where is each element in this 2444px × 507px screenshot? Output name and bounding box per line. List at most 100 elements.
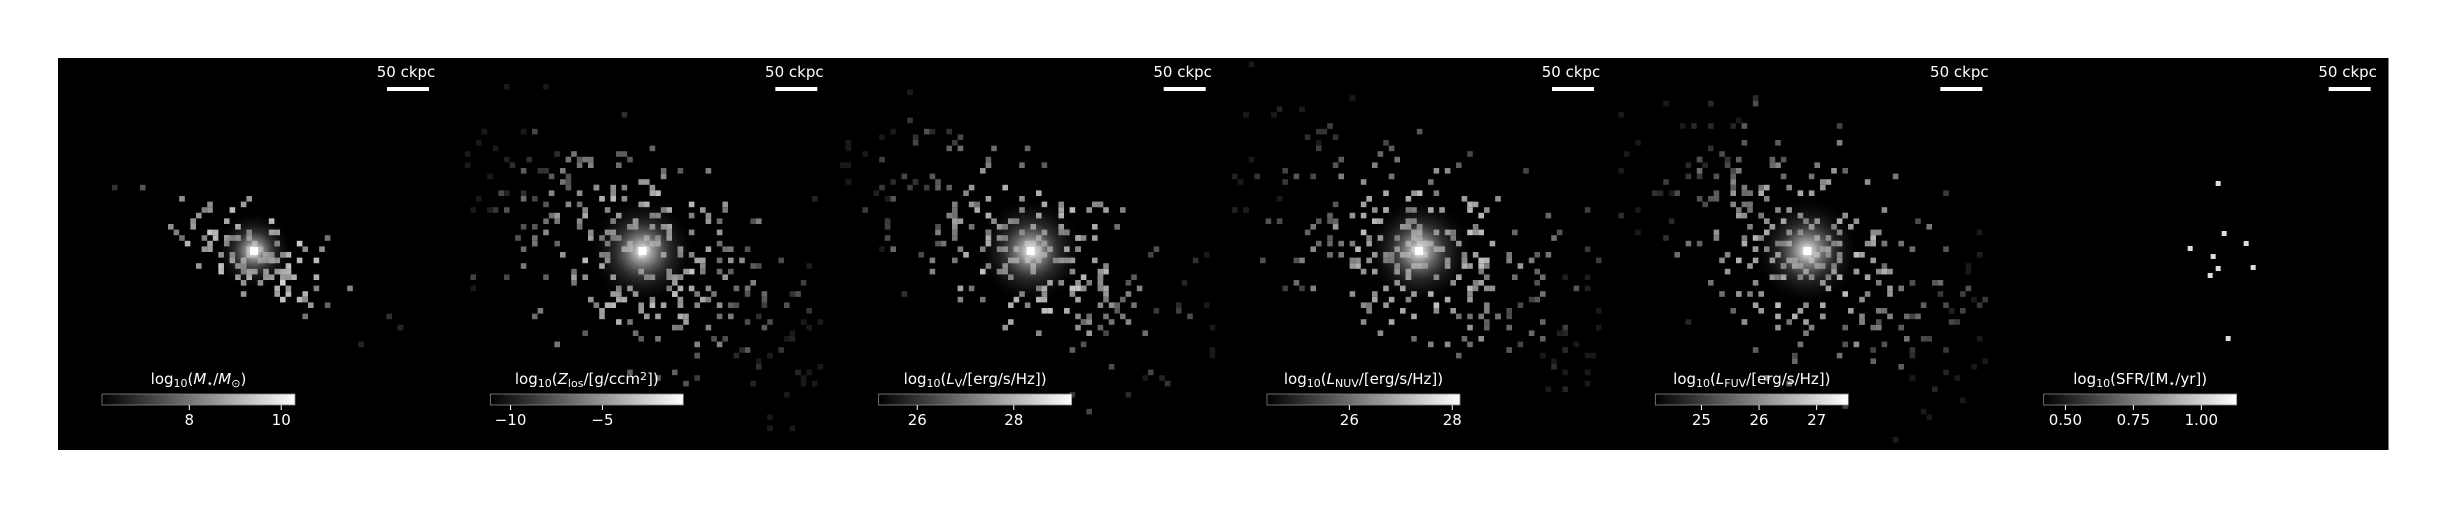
image-pixel	[627, 369, 633, 376]
image-pixel	[1680, 123, 1686, 129]
image-pixel	[1428, 341, 1434, 348]
image-pixel	[1724, 268, 1731, 275]
image-pixel	[526, 156, 532, 163]
image-pixel	[2215, 266, 2221, 271]
image-pixel	[1355, 263, 1361, 269]
image-pixel	[1668, 218, 1675, 224]
image-pixel	[1971, 364, 1977, 370]
image-pixel	[576, 224, 583, 230]
colorbar-label-part: )	[240, 370, 246, 388]
image-pixel	[716, 302, 723, 308]
image-pixel	[520, 168, 527, 174]
image-pixel	[1820, 313, 1826, 320]
colorbar-tick-label: 0.50	[2049, 411, 2082, 429]
image-pixel	[1596, 308, 1602, 314]
image-pixel	[744, 347, 751, 353]
colorbar-label-part: FUV	[1724, 377, 1746, 390]
panel: 50 ckpc log10(LFUV/[erg/s/Hz]) 25 26 27	[1611, 58, 2001, 450]
image-pixel	[705, 218, 712, 224]
image-pixel	[890, 128, 896, 135]
image-pixel	[184, 240, 191, 247]
image-pixel	[1954, 319, 1960, 325]
image-pixel	[1540, 336, 1546, 342]
image-pixel	[784, 336, 790, 342]
image-pixel	[750, 380, 756, 387]
image-pixel	[240, 291, 247, 297]
image-pixel	[1534, 252, 1540, 258]
image-pixel	[1120, 207, 1126, 213]
image-pixel	[845, 179, 852, 185]
image-pixel	[1747, 263, 1753, 269]
image-pixel	[1125, 319, 1132, 325]
image-pixel	[1960, 397, 1966, 404]
image-pixel	[291, 274, 297, 280]
image-pixel	[1478, 313, 1484, 320]
colorbar-label-part: 10	[927, 377, 941, 390]
image-pixel	[722, 246, 728, 252]
image-pixel	[2221, 231, 2227, 236]
image-pixel	[750, 218, 756, 224]
image-pixel	[1299, 106, 1305, 112]
image-pixel	[1349, 212, 1356, 219]
image-pixel	[1411, 190, 1417, 196]
image-pixel	[1909, 375, 1916, 381]
image-pixel	[1540, 319, 1546, 325]
image-pixel	[1708, 100, 1714, 107]
image-pixel	[313, 257, 320, 264]
image-pixel	[358, 341, 364, 348]
image-pixel	[1853, 341, 1860, 348]
image-pixel	[1176, 308, 1182, 314]
image-pixel	[694, 302, 700, 308]
image-pixel	[879, 134, 885, 140]
image-pixel	[554, 212, 560, 219]
image-pixel	[246, 196, 252, 202]
image-pixel	[1618, 212, 1624, 219]
image-pixel	[599, 308, 605, 314]
image-pixel	[1472, 224, 1479, 230]
image-pixel	[1148, 252, 1154, 258]
image-pixel	[1467, 201, 1473, 208]
colorbar	[489, 393, 684, 406]
image-pixel	[1534, 268, 1540, 275]
image-pixel	[1383, 302, 1389, 308]
image-pixel	[1685, 240, 1692, 247]
image-pixel	[800, 375, 807, 381]
image-pixel	[1528, 330, 1535, 336]
image-pixel	[112, 184, 118, 191]
image-pixel	[940, 240, 947, 247]
image-pixel	[985, 212, 992, 219]
image-pixel	[1635, 229, 1641, 236]
image-pixel	[1299, 285, 1305, 292]
image-pixel	[554, 218, 560, 224]
image-pixel	[985, 156, 992, 163]
image-pixel	[873, 190, 880, 196]
image-pixel	[1713, 196, 1720, 202]
image-pixel	[974, 207, 980, 213]
image-pixel	[1887, 313, 1893, 320]
image-pixel	[1120, 296, 1126, 303]
image-pixel	[1775, 140, 1781, 146]
image-pixel	[924, 128, 930, 135]
image-pixel	[1377, 330, 1384, 336]
image-pixel	[1097, 324, 1104, 331]
image-pixel	[621, 196, 628, 202]
image-pixel	[1696, 240, 1703, 247]
image-pixel	[694, 375, 700, 381]
image-pixel	[621, 112, 628, 118]
image-pixel	[1092, 257, 1098, 264]
image-pixel	[1758, 190, 1764, 196]
colorbar-label-part: (	[188, 370, 194, 388]
image-pixel	[1103, 263, 1109, 269]
image-pixel	[1943, 302, 1949, 308]
image-pixel	[1540, 291, 1546, 297]
image-pixel	[1332, 224, 1339, 230]
image-pixel	[1528, 257, 1535, 264]
image-pixel	[1842, 403, 1848, 409]
image-pixel	[812, 380, 818, 387]
image-pixel	[744, 246, 751, 252]
image-pixel	[1870, 257, 1876, 264]
image-pixel	[1797, 308, 1804, 314]
image-pixel	[879, 156, 885, 163]
image-pixel	[890, 246, 896, 252]
image-pixel	[520, 196, 527, 202]
